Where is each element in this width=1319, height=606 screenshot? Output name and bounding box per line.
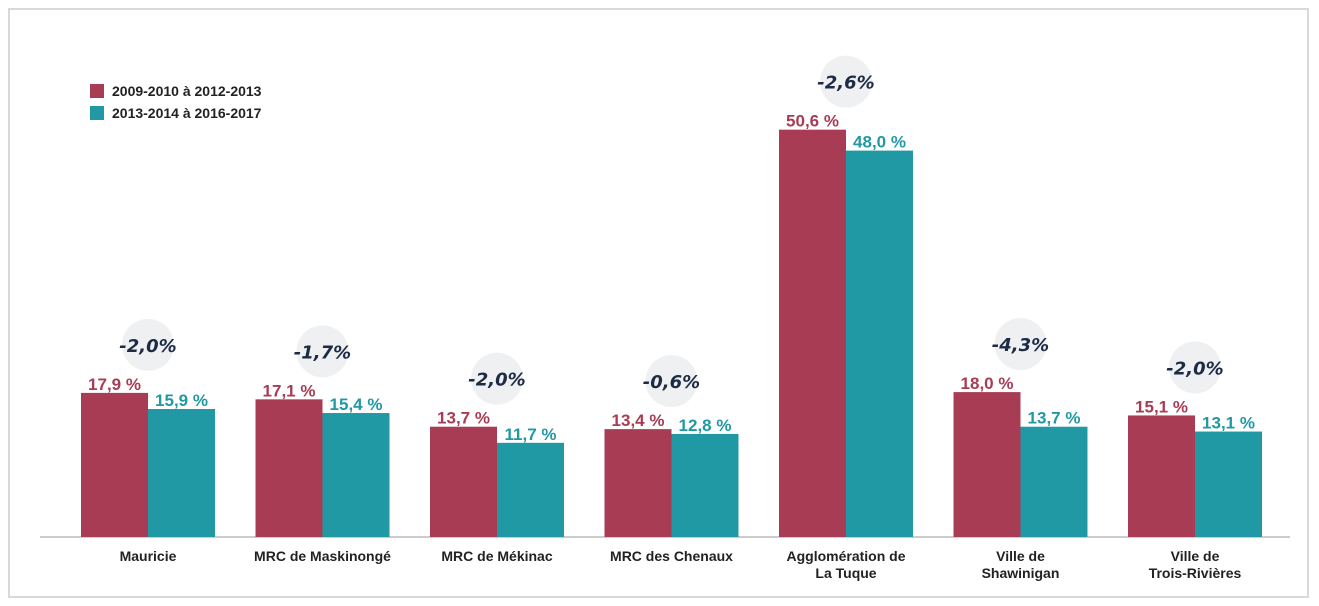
bar-series-2-0: [148, 409, 215, 537]
category-label-6: Ville de Trois-Rivières: [1149, 548, 1242, 581]
value-label-series-1-1: 17,1 %: [263, 381, 316, 400]
legend-label-series-1: 2009-2010 à 2012-2013: [112, 83, 262, 99]
value-label-series-1-3: 13,4 %: [612, 411, 665, 430]
value-label-series-2-3: 12,8 %: [679, 416, 732, 435]
change-label-4: -2,6%: [817, 73, 874, 94]
legend-item-series-2: 2013-2014 à 2016-2017: [90, 102, 261, 124]
bar-series-2-2: [497, 442, 564, 537]
value-label-series-2-4: 48,0 %: [853, 133, 906, 152]
change-bubble-5: [994, 318, 1047, 371]
value-label-series-2-6: 13,1 %: [1202, 414, 1255, 433]
legend-swatch-series-1: [90, 84, 104, 98]
category-label-0: Mauricie: [120, 548, 177, 564]
category-label-4: Agglomération de La Tuque: [786, 548, 905, 581]
legend-label-series-2: 2013-2014 à 2016-2017: [112, 105, 262, 121]
bar-series-2-4: [846, 150, 913, 537]
change-bubble-3: [645, 355, 698, 408]
change-label-2: -2,0%: [468, 370, 525, 391]
legend-item-series-1: 2009-2010 à 2012-2013: [90, 80, 261, 102]
change-bubble-6: [1169, 341, 1221, 394]
bar-series-2-1: [322, 413, 390, 537]
category-label-5: Ville de Shawinigan: [982, 548, 1060, 581]
value-label-series-1-4: 50,6 %: [786, 112, 839, 131]
change-label-3: -0,6%: [643, 372, 700, 393]
change-bubble-0: [122, 318, 174, 371]
category-label-line: Mauricie: [120, 548, 177, 564]
bar-series-1-0: [81, 392, 148, 537]
value-label-series-1-2: 13,7 %: [437, 409, 490, 428]
category-label-line: MRC de Maskinongé: [254, 548, 391, 564]
change-label-0: -2,0%: [119, 336, 176, 357]
category-label-line: MRC des Chenaux: [610, 548, 733, 564]
legend-swatch-series-2: [90, 106, 104, 120]
change-bubble-2: [471, 352, 523, 405]
category-label-line: Shawinigan: [982, 565, 1060, 581]
bar-series-1-6: [1128, 415, 1195, 537]
value-label-series-2-1: 15,4 %: [330, 395, 383, 414]
category-label-line: Agglomération de: [786, 548, 905, 564]
category-label-line: Trois-Rivières: [1149, 565, 1242, 581]
bar-series-2-3: [671, 433, 739, 537]
category-label-2: MRC de Mékinac: [441, 548, 552, 564]
category-label-line: MRC de Mékinac: [441, 548, 552, 564]
category-label-line: Ville de: [1171, 548, 1220, 564]
value-label-series-2-5: 13,7 %: [1028, 409, 1081, 428]
value-label-series-1-5: 18,0 %: [961, 374, 1014, 393]
chart-frame: 17,9 % 15,9 % -2,0% Mauricie 17,1 % 15,4 % -1,…: [8, 8, 1309, 598]
bar-chart: 17,9 % 15,9 % -2,0% Mauricie 17,1 % 15,4 % -1,…: [40, 55, 1290, 581]
category-label-line: La Tuque: [815, 565, 876, 581]
bar-series-1-1: [255, 399, 323, 537]
bar-series-1-5: [953, 392, 1021, 537]
bar-series-1-2: [430, 426, 497, 537]
value-label-series-2-0: 15,9 %: [155, 391, 208, 410]
category-label-1: MRC de Maskinongé: [254, 548, 391, 564]
bar-series-2-6: [1195, 431, 1262, 537]
bar-series-2-5: [1020, 426, 1088, 537]
value-label-series-1-0: 17,9 %: [88, 375, 141, 394]
value-label-series-2-2: 11,7 %: [505, 425, 557, 444]
change-label-1: -1,7%: [294, 342, 351, 363]
category-label-line: Ville de: [996, 548, 1045, 564]
bar-series-1-3: [604, 429, 672, 537]
change-bubble-1: [296, 325, 349, 378]
value-label-series-1-6: 15,1 %: [1135, 397, 1188, 416]
change-label-6: -2,0%: [1166, 358, 1223, 379]
category-label-3: MRC des Chenaux: [610, 548, 733, 564]
bar-series-1-4: [779, 129, 846, 538]
change-label-5: -4,3%: [992, 335, 1049, 356]
change-bubble-4: [820, 55, 872, 108]
legend: 2009-2010 à 2012-2013 2013-2014 à 2016-2…: [90, 80, 261, 124]
